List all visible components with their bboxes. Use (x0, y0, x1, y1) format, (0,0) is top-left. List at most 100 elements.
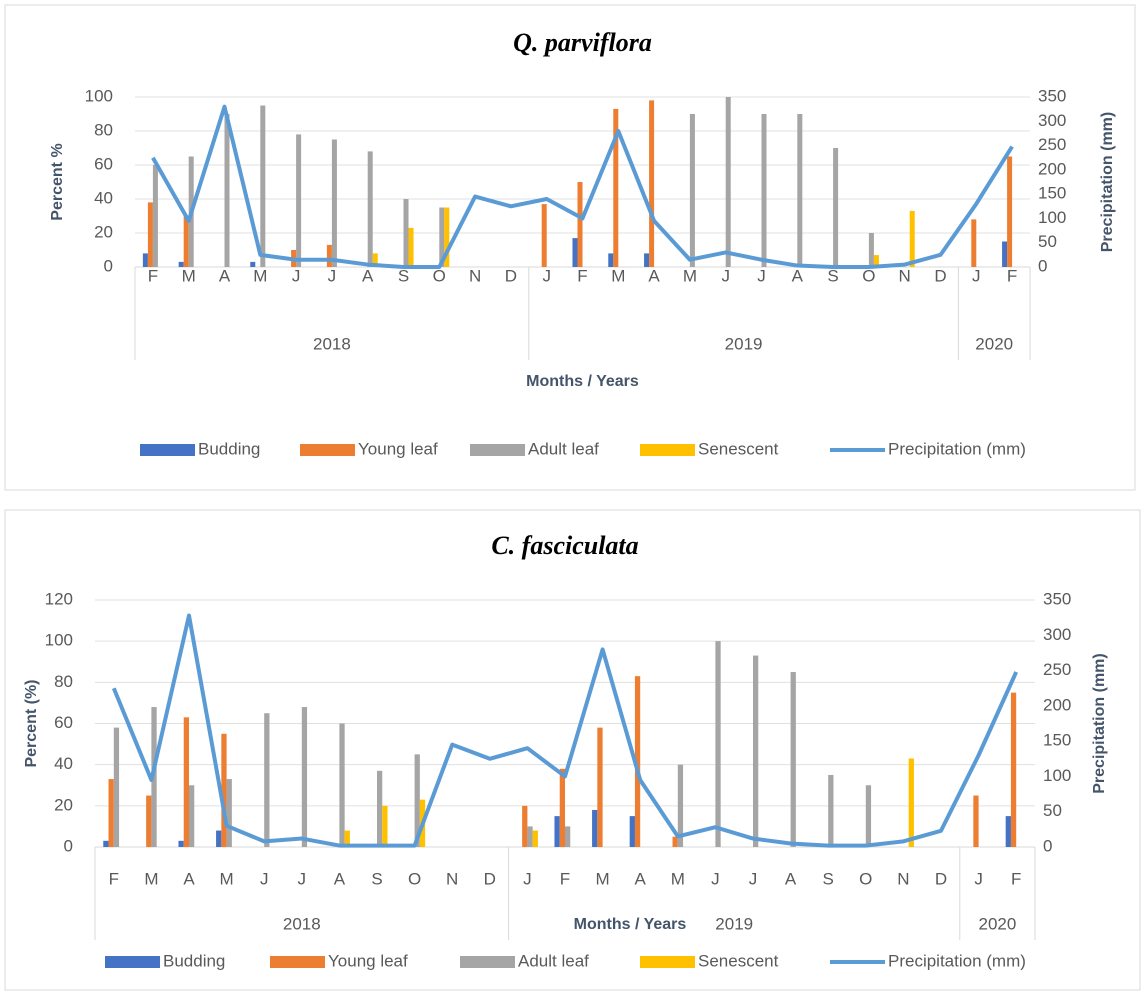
bar (367, 151, 373, 267)
bar (522, 805, 528, 847)
bar (414, 754, 420, 847)
y2-tick-label: 50 (1043, 801, 1062, 820)
x-tick-label: F (560, 869, 570, 888)
y2-tick-label: 150 (1043, 731, 1071, 750)
bar (377, 770, 383, 847)
bar (868, 233, 874, 267)
bar (1010, 692, 1017, 847)
y-tick-label: 100 (85, 86, 113, 105)
x-tick-label: M (220, 869, 234, 888)
y2-tick-label: 100 (1038, 208, 1066, 227)
x-axis-title: Months / Years (526, 373, 639, 390)
x-tick-label: F (148, 266, 158, 285)
bar (909, 210, 915, 267)
y2-tick-label: 0 (1043, 836, 1052, 855)
y-tick-label: 40 (54, 754, 73, 773)
bar (189, 785, 195, 847)
x-group-label: 2019 (715, 914, 753, 933)
x-tick-label: J (721, 266, 730, 285)
bar (672, 836, 678, 847)
x-tick-label: J (757, 266, 766, 285)
x-tick-label: D (935, 869, 947, 888)
bar (183, 216, 189, 267)
x-tick-label: D (934, 266, 946, 285)
x-tick-label: D (505, 266, 517, 285)
y2-tick-label: 350 (1043, 589, 1071, 608)
legend-label: Precipitation (mm) (888, 951, 1026, 970)
bar (113, 727, 120, 847)
bar (873, 255, 879, 267)
bar (221, 733, 227, 847)
precipitation-line (151, 104, 1014, 269)
bar (577, 182, 583, 267)
bar (264, 713, 270, 847)
legend-label: Senescent (698, 439, 779, 458)
bar (250, 261, 256, 267)
y2-tick-label: 250 (1038, 135, 1066, 154)
x-tick-label: O (408, 869, 421, 888)
bar (541, 204, 547, 267)
bar (644, 253, 650, 267)
legend-swatch (460, 956, 515, 968)
legend-label: Senescent (698, 951, 779, 970)
bar (147, 202, 153, 267)
x-tick-label: J (298, 869, 307, 888)
bar (152, 165, 158, 267)
x-tick-label: D (484, 869, 496, 888)
bar (761, 114, 767, 267)
bar (559, 768, 565, 847)
bar (301, 707, 308, 847)
x-axis-title: Months / Years (574, 916, 687, 933)
x-tick-label: A (792, 266, 804, 285)
x-tick-label: J (328, 266, 337, 285)
bar (408, 227, 414, 267)
bar (183, 717, 189, 847)
x-tick-label: M (182, 266, 196, 285)
y2-axis-title: Precipitation (mm) (1091, 653, 1108, 793)
bar (973, 795, 979, 847)
legend-swatch (470, 444, 525, 456)
bar (828, 774, 834, 847)
x-tick-label: J (292, 266, 301, 285)
bar (565, 826, 571, 847)
bar (226, 779, 232, 847)
x-tick-label: N (899, 266, 911, 285)
bar (382, 805, 388, 847)
y-tick-label: 100 (45, 631, 73, 650)
x-tick-label: A (362, 266, 374, 285)
x-group-label: 2018 (313, 334, 351, 353)
x-tick-label: S (371, 869, 382, 888)
x-tick-label: A (635, 869, 647, 888)
y2-tick-label: 200 (1043, 695, 1071, 714)
bar (608, 253, 614, 267)
x-tick-label: M (671, 869, 685, 888)
legend-label: Young leaf (328, 951, 408, 970)
bar (597, 727, 603, 847)
bar (224, 114, 230, 267)
bar (331, 139, 337, 267)
bar (1005, 816, 1011, 847)
x-tick-label: S (827, 266, 838, 285)
y-tick-label: 0 (104, 256, 113, 275)
bar (725, 97, 731, 267)
bar (339, 723, 345, 847)
chart-frame (4, 4, 1136, 491)
bar (634, 676, 641, 847)
bar (216, 830, 222, 847)
y2-tick-label: 100 (1043, 766, 1071, 785)
x-tick-label: O (862, 266, 875, 285)
y-tick-label: 120 (45, 589, 73, 608)
y2-tick-label: 50 (1038, 232, 1057, 251)
y-tick-label: 0 (64, 836, 73, 855)
x-tick-label: O (433, 266, 446, 285)
bar (532, 830, 538, 847)
bar (689, 114, 695, 267)
bar (554, 816, 560, 847)
x-tick-label: J (542, 266, 551, 285)
legend-swatch (105, 956, 160, 968)
bar (146, 795, 152, 847)
legend-label: Adult leaf (518, 951, 589, 970)
x-tick-label: M (253, 266, 267, 285)
legend-swatch (640, 444, 695, 456)
